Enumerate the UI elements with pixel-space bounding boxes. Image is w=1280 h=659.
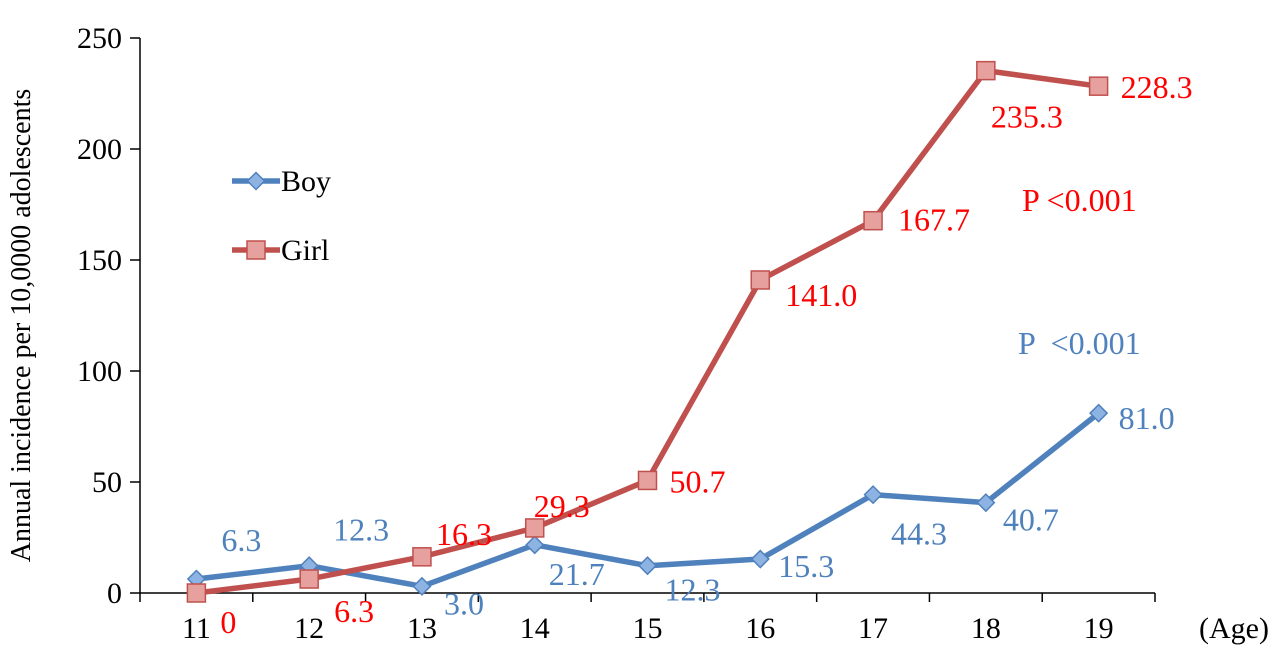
girl-data-label: 141.0 [785,277,857,313]
girl-point [863,210,883,231]
girl-data-label: 50.7 [670,463,726,499]
girl-data-label: 29.3 [534,488,590,524]
boy-data-label: 40.7 [1003,502,1059,538]
x-tick-label: 14 [520,612,550,645]
x-tick-label: 11 [182,612,211,645]
girl-point [750,270,771,290]
p-value-annotation: P <0.001 [1022,182,1137,218]
boy-data-label: 21.7 [549,556,605,592]
x-axis-title: (Age) [1199,612,1269,645]
girl-data-label: 0 [220,604,236,640]
girl-data-label: 235.3 [991,99,1063,135]
boy-data-label: 15.3 [778,548,834,584]
y-tick-label: 0 [107,577,122,610]
x-tick-label: 17 [858,612,888,645]
boy-point [525,535,545,555]
boy-point [637,556,658,576]
boy-point [412,576,432,596]
y-tick-label: 150 [77,244,122,277]
boy-data-label: 44.3 [891,516,947,552]
boy-data-label: 12.3 [665,572,721,608]
x-axis-ticks: 11 12 13 14 15 16 17 18 19 [139,593,1156,645]
boy-point [1089,403,1109,423]
p-value-annotation: P <0.001 [1018,325,1141,361]
y-axis-ticks: 0 50 100 150 200 250 [77,22,140,610]
boy-data-label: 6.3 [221,522,261,558]
legend-item-boy: Boy [232,165,331,198]
girl-point [1088,76,1109,96]
girl-data-label: 16.3 [436,516,492,552]
annotations: P <0.001 P <0.001 [1018,182,1141,361]
series-layer [186,60,1109,603]
y-tick-label: 50 [92,466,122,499]
boy-point [976,493,996,513]
boy-data-label: 81.0 [1119,400,1175,436]
y-axis-title: Annual incidence per 10,0000 adolescents [6,89,37,563]
legend-label: Boy [281,165,331,198]
axes [139,38,1155,594]
girl-line [196,67,1099,596]
legend: Boy Girl [232,165,331,267]
series-girl [186,60,1109,603]
legend-marker [246,240,266,260]
y-tick-label: 250 [77,22,122,55]
x-tick-label: 15 [633,612,663,645]
boy-data-label: 3.0 [444,585,484,621]
girl-data-label: 6.3 [334,593,374,629]
x-tick-label: 16 [745,612,775,645]
boy-point [750,549,770,569]
girl-point [976,60,996,81]
y-tick-label: 200 [77,133,122,166]
legend-label: Girl [281,234,329,267]
x-tick-label: 13 [407,612,437,645]
girl-point [299,569,319,589]
x-tick-label: 18 [971,612,1001,645]
boy-point [863,485,883,505]
girl-data-label: 167.7 [898,202,970,238]
x-tick-label: 12 [294,612,324,645]
girl-point [637,470,658,491]
girl-point [412,547,432,567]
legend-marker [246,171,266,191]
girl-data-label: 228.3 [1121,69,1193,105]
girl-point [186,583,207,603]
girl-point [524,518,545,538]
x-tick-label: 19 [1084,612,1114,645]
data-labels: 6.3 12.3 3.0 21.7 12.3 15.3 44.3 40.7 81.0 0 6.3 16… [220,69,1192,640]
legend-item-girl: Girl [232,234,329,267]
boy-data-label: 12.3 [333,512,389,548]
y-tick-label: 100 [77,355,122,388]
series-boy [186,403,1109,596]
